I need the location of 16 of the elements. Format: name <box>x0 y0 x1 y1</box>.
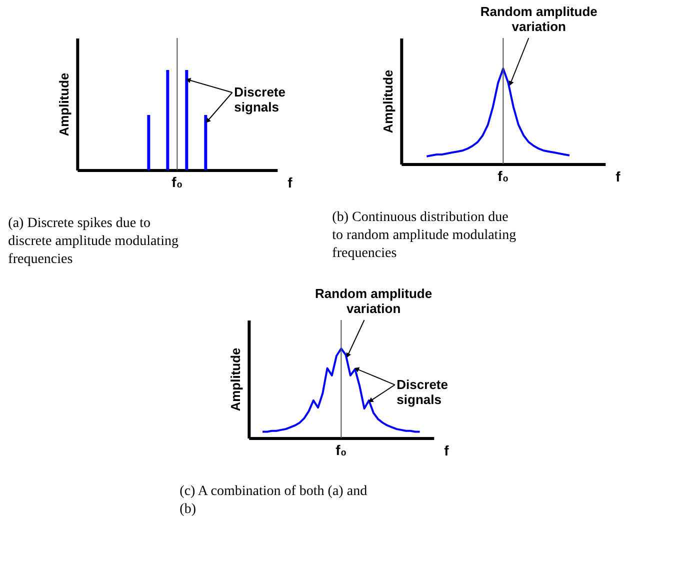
text: f₀ <box>172 174 183 190</box>
y-axis-title: Amplitude <box>228 348 244 412</box>
text: f₀ <box>498 168 509 184</box>
annotation: Discrete signals <box>396 376 448 407</box>
y-axis-title: Amplitude <box>380 70 396 134</box>
x-axis-title: f <box>444 442 450 458</box>
text: (c) A combination of both (a) and (b) <box>180 484 368 517</box>
text: Random amplitude variation <box>315 286 432 316</box>
text: (a) Discrete spikes due to discrete amplitude modulating frequencies <box>8 216 178 267</box>
x-axis-title: f <box>288 174 293 190</box>
x-axis-title: f <box>616 168 621 184</box>
y-axis-title: Amplitude <box>56 72 72 136</box>
text: (b) Continuous distribution due to random amplitude modulating frequencies <box>332 210 516 261</box>
text: Discrete signals <box>234 84 286 114</box>
text: f₀ <box>336 442 347 458</box>
text: Random amplitude variation <box>480 4 598 34</box>
